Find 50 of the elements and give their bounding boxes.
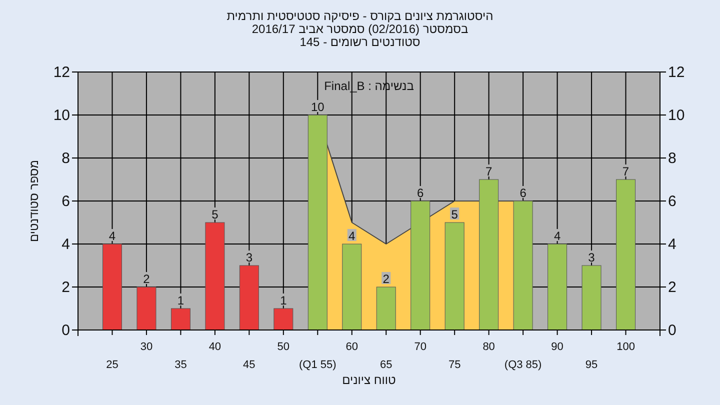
y-tick-label: 6 — [62, 193, 70, 210]
data-label: 6 — [520, 186, 527, 200]
x-tick-label: 50 — [277, 341, 290, 353]
y2-tick-label: 8 — [668, 150, 676, 167]
x-tick-label: 40 — [208, 341, 222, 353]
data-label: 7 — [485, 164, 492, 178]
data-label: 3 — [246, 250, 253, 264]
data-label: 10 — [310, 100, 325, 114]
y2-tick-label: 12 — [668, 64, 685, 81]
y-tick-label: 2 — [62, 279, 70, 296]
chart-title: היסטוגרמת ציונים בקורס - פיסיקה סטטיסטית ותרמית — [226, 9, 494, 23]
data-label: 5 — [212, 208, 219, 222]
y-tick-label: 10 — [53, 107, 70, 124]
x-tick-label: 75 — [448, 359, 461, 371]
y2-tick-label: 4 — [668, 236, 676, 253]
y2-tick-label: 10 — [668, 107, 685, 124]
x-tick-label: 80 — [482, 341, 495, 353]
x-tick-label: 30 — [140, 341, 153, 353]
y2-tick-label: 2 — [668, 279, 676, 296]
x-tick-label: (Q1 55) — [299, 359, 336, 371]
data-label: 2 — [382, 272, 390, 286]
x-tick-label: 100 — [616, 341, 635, 353]
data-label: 4 — [108, 229, 116, 243]
x-tick-label: 35 — [174, 359, 187, 371]
data-label: 3 — [588, 250, 596, 264]
y-axis-title: מספר סטודנטים — [27, 160, 41, 242]
x-tick-label: 45 — [243, 359, 256, 371]
y-tick-label: 12 — [53, 64, 70, 81]
data-label: 2 — [143, 272, 150, 286]
x-tick-label: (Q3 85) — [504, 359, 542, 371]
y-tick-label: 0 — [62, 322, 70, 339]
data-label: 5 — [451, 208, 458, 222]
data-label: 6 — [417, 186, 424, 200]
x-tick-label: 90 — [551, 341, 564, 353]
x-tick-label: 65 — [380, 359, 392, 371]
x-tick-label: 25 — [106, 359, 118, 371]
y2-tick-label: 0 — [668, 322, 676, 339]
data-label: 4 — [554, 229, 561, 243]
x-tick-label: 60 — [346, 341, 358, 353]
data-label: 7 — [622, 164, 630, 178]
x-tick-label: 70 — [414, 341, 426, 353]
x-axis-title: טווח ציונים — [342, 373, 396, 387]
y-tick-label: 4 — [62, 236, 70, 253]
chart-subtitle: בסמסטר (02/2016) סמסטר אביב 2016/17 סטודנטים רשומים - 145 — [250, 22, 470, 49]
data-label: 1 — [280, 294, 288, 308]
data-label: 4 — [348, 229, 356, 243]
y2-tick-label: 6 — [668, 193, 676, 210]
y-tick-label: 8 — [62, 150, 70, 167]
x-tick-label: 95 — [585, 359, 598, 371]
data-label: 1 — [177, 294, 184, 308]
